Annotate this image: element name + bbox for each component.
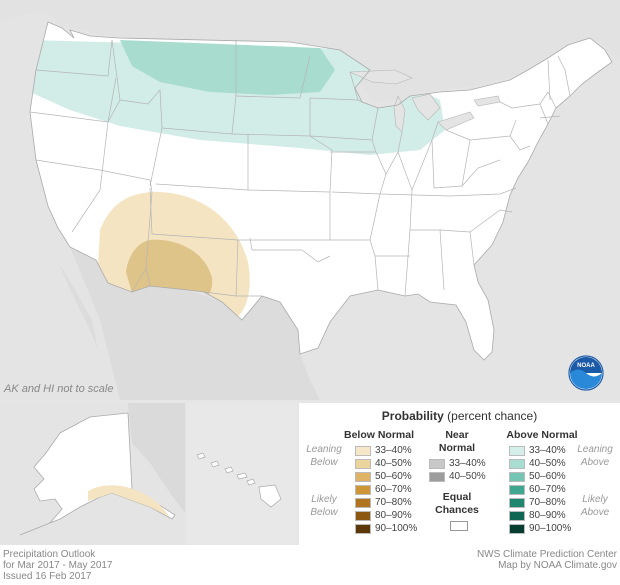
below-normal-range-label: 70–80%	[375, 497, 412, 508]
scale-note: AK and HI not to scale	[4, 383, 114, 395]
above-normal-swatch	[509, 458, 525, 469]
above-normal-montana-dakota-40-50	[120, 40, 335, 95]
mexico-land	[70, 247, 320, 400]
footer: Precipitation Outlook for Mar 2017 - May…	[0, 545, 620, 585]
legend: Probability (percent chance) Below Norma…	[299, 403, 620, 545]
legend-title: Probability (percent chance)	[381, 409, 538, 423]
below-normal-range-label: 80–90%	[375, 510, 412, 521]
equal-chances-swatch	[450, 521, 468, 531]
above-normal-swatch	[509, 484, 525, 495]
above-normal-legend-item: 90–100%	[509, 523, 571, 534]
below-normal-legend-item: 60–70%	[355, 484, 412, 495]
below-normal-heading: Below Normal	[343, 429, 414, 441]
below-normal-legend-item: 90–100%	[355, 523, 417, 534]
hawaii-map-svg	[196, 452, 282, 508]
near-normal-legend-item: 40–50%	[429, 471, 486, 482]
above-normal-range-label: 40–50%	[529, 458, 566, 469]
above-normal-legend-item: 40–50%	[509, 458, 566, 469]
above-normal-legend-item: 70–80%	[509, 497, 566, 508]
below-normal-swatch	[355, 445, 371, 456]
likely-below-label: Likely Below	[310, 494, 338, 518]
below-normal-range-label: 50–60%	[375, 471, 412, 482]
near-normal-range-label: 40–50%	[449, 471, 486, 482]
below-normal-range-label: 60–70%	[375, 484, 412, 495]
near-normal-swatch	[429, 458, 445, 469]
above-normal-range-label: 90–100%	[529, 523, 572, 534]
above-normal-swatch	[509, 523, 525, 534]
outlook-caption: Precipitation Outlook for Mar 2017 - May…	[3, 549, 113, 582]
below-normal-swatch	[355, 471, 371, 482]
below-normal-legend-item: 80–90%	[355, 510, 412, 521]
conus-map-svg: NOAA	[29, 21, 613, 400]
above-normal-swatch	[509, 510, 525, 521]
below-normal-range-label: 40–50%	[375, 458, 412, 469]
near-normal-heading: Near Normal	[438, 429, 476, 454]
alaska-below-normal-33-40	[88, 485, 170, 517]
hawaii-inset	[187, 403, 297, 545]
noaa-logo-text: NOAA	[577, 363, 595, 369]
above-normal-swatch	[509, 497, 525, 508]
below-normal-range-label: 90–100%	[375, 523, 418, 534]
below-normal-swatch	[355, 497, 371, 508]
state-borders	[29, 39, 571, 297]
below-normal-range-label: 33–40%	[375, 445, 412, 456]
main-map: NOAA AK and HI not to scale	[4, 21, 613, 400]
above-normal-range-label: 80–90%	[529, 510, 566, 521]
below-normal-legend-item: 33–40%	[355, 445, 412, 456]
noaa-logo-icon: NOAA	[568, 355, 604, 391]
above-normal-range-label: 50–60%	[529, 471, 566, 482]
above-normal-heading: Above Normal	[506, 429, 578, 441]
aleutian-islands	[19, 522, 51, 536]
likely-above-label: Likely Above	[580, 494, 610, 518]
canada-yukon-land	[128, 403, 185, 513]
below-normal-swatch	[355, 458, 371, 469]
above-normal-legend-item: 80–90%	[509, 510, 566, 521]
hawaii-islands	[196, 452, 282, 508]
above-normal-range-label: 70–80%	[529, 497, 566, 508]
above-normal-swatch	[509, 445, 525, 456]
above-normal-legend-item: 60–70%	[509, 484, 566, 495]
near-normal-range-label: 33–40%	[449, 458, 486, 469]
below-normal-swatch	[355, 510, 371, 521]
below-normal-legend-item: 50–60%	[355, 471, 412, 482]
leaning-above-label: Leaning Above	[577, 444, 613, 468]
below-normal-legend-item: 40–50%	[355, 458, 412, 469]
alaska-map-svg	[19, 403, 185, 536]
above-normal-swatch	[509, 471, 525, 482]
near-normal-legend-item: 33–40%	[429, 458, 486, 469]
leaning-below-label: Leaning Below	[306, 444, 342, 468]
below-normal-swatch	[355, 523, 371, 534]
near-normal-swatch	[429, 471, 445, 482]
above-normal-range-label: 60–70%	[529, 484, 566, 495]
baja-land	[58, 262, 98, 350]
alaska-inset	[0, 403, 185, 545]
credit-caption: NWS Climate Prediction Center Map by NOA…	[476, 549, 617, 571]
below-normal-swatch	[355, 484, 371, 495]
above-normal-range-label: 33–40%	[529, 445, 566, 456]
above-normal-legend-item: 33–40%	[509, 445, 566, 456]
below-normal-arizona-newmexico-40-50	[126, 239, 213, 299]
below-normal-legend-item: 70–80%	[355, 497, 412, 508]
above-normal-legend-item: 50–60%	[509, 471, 566, 482]
equal-chances-heading: Equal Chances	[435, 491, 479, 516]
us-outline	[29, 21, 613, 361]
above-normal-north-33-40	[30, 40, 445, 155]
great-lakes	[349, 69, 501, 133]
